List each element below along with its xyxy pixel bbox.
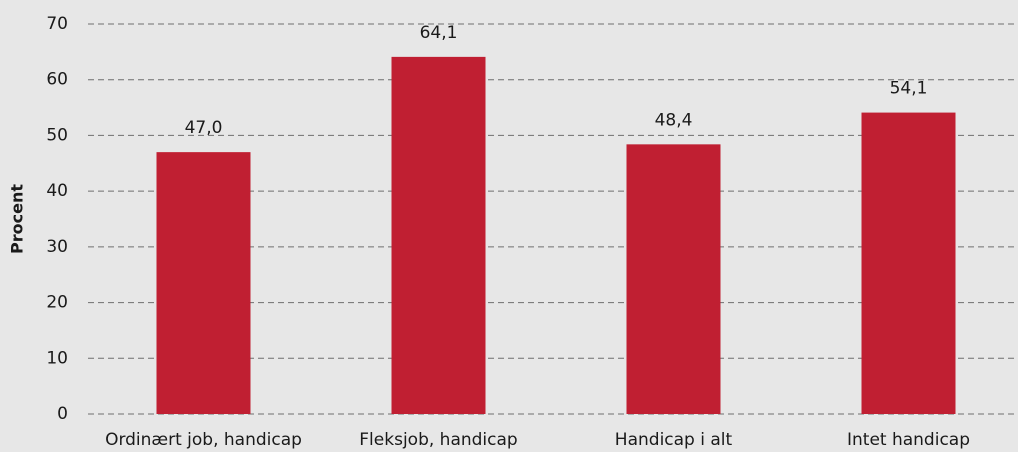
y-tick-label: 20 (46, 293, 68, 313)
y-tick-label: 0 (57, 404, 68, 424)
y-tick-label: 40 (46, 181, 68, 201)
data-label: 54,1 (890, 79, 928, 99)
data-label: 48,4 (655, 110, 693, 130)
bar (391, 56, 486, 414)
x-tick-label: Handicap i alt (615, 430, 733, 450)
x-tick-label: Intet handicap (847, 430, 970, 450)
x-tick-label: Fleksjob, handicap (359, 430, 517, 450)
y-tick-label: 70 (46, 14, 68, 34)
y-tick-label: 10 (46, 348, 68, 368)
y-tick-label: 50 (46, 125, 68, 145)
x-tick-label: Ordinært job, handicap (105, 430, 302, 450)
y-tick-label: 60 (46, 70, 68, 90)
data-label: 47,0 (185, 118, 223, 138)
bar (156, 152, 251, 414)
y-tick-label: 30 (46, 237, 68, 257)
bar (626, 144, 721, 415)
data-label: 64,1 (420, 23, 458, 43)
bar (861, 112, 956, 414)
y-axis-label: Procent (8, 184, 27, 254)
